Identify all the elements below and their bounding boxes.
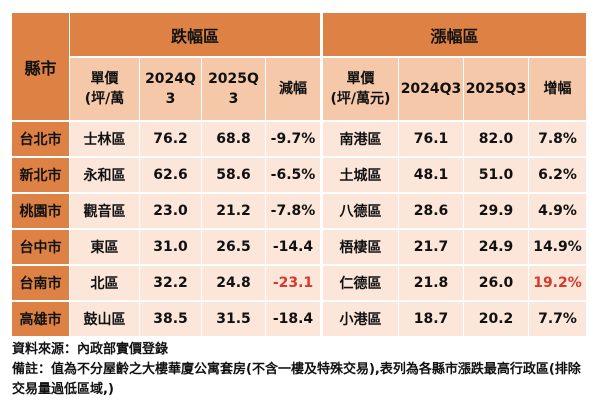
cell-fall-2025: 58.6 (202, 158, 265, 192)
cell-fall-district: 永和區 (70, 158, 139, 192)
cell-rise-district: 梧棲區 (323, 230, 398, 264)
cell-fall-change: -18.4 (266, 302, 320, 336)
cell-city: 新北市 (12, 158, 69, 192)
header-rise-2025: 2025Q3 (464, 58, 528, 120)
price-change-table: 縣市 跌幅區 漲幅區 單價 (坪/萬 2024Q 3 2025Q 3 減幅 單價… (11, 11, 587, 338)
cell-fall-2025: 21.2 (202, 194, 265, 228)
cell-rise-2024: 48.1 (399, 158, 463, 192)
cell-rise-2025: 20.2 (464, 302, 528, 336)
cell-rise-change: 7.7% (529, 302, 586, 336)
cell-fall-2025: 31.5 (202, 302, 265, 336)
header-fall-group: 跌幅區 (70, 13, 320, 56)
cell-rise-2025: 51.0 (464, 158, 528, 192)
table-row: 台北市 士林區 76.2 68.8 -9.7% 南港區 76.1 82.0 7.8% (12, 122, 586, 156)
header-fall-price: 單價 (坪/萬 (70, 58, 139, 120)
notes: 資料來源：內政部實價登錄 備註：值為不分屋齡之大樓華廈公寓套房(不含一樓及特殊交… (12, 340, 592, 400)
cell-fall-district: 北區 (70, 266, 139, 300)
table-row: 桃園市 觀音區 23.0 21.2 -7.8% 八德區 28.6 29.9 4.9% (12, 194, 586, 228)
table-row: 新北市 永和區 62.6 58.6 -6.5% 土城區 48.1 51.0 6.2% (12, 158, 586, 192)
cell-rise-district: 南港區 (323, 122, 398, 156)
header-fall-2024: 2024Q 3 (140, 58, 201, 120)
cell-city: 台南市 (12, 266, 69, 300)
table-row: 台中市 東區 31.0 26.5 -14.4 梧棲區 21.7 24.9 14.9% (12, 230, 586, 264)
cell-rise-change: 7.8% (529, 122, 586, 156)
cell-rise-district: 八德區 (323, 194, 398, 228)
header-fall-change: 減幅 (266, 58, 320, 120)
cell-city: 高雄市 (12, 302, 69, 336)
header-rise-group: 漲幅區 (323, 13, 586, 56)
cell-rise-change: 14.9% (529, 230, 586, 264)
table-row: 台南市 北區 32.2 24.8 -23.1 仁德區 21.8 26.0 19.2% (12, 266, 586, 300)
cell-rise-2025: 26.0 (464, 266, 528, 300)
header-fall-2025: 2025Q 3 (202, 58, 265, 120)
cell-fall-district: 鼓山區 (70, 302, 139, 336)
cell-fall-change: -9.7% (266, 122, 320, 156)
cell-fall-2025: 24.8 (202, 266, 265, 300)
cell-fall-change: -23.1 (266, 266, 320, 300)
header-city: 縣市 (12, 13, 69, 120)
cell-fall-2024: 23.0 (140, 194, 201, 228)
cell-rise-district: 土城區 (323, 158, 398, 192)
cell-fall-2025: 26.5 (202, 230, 265, 264)
header-rise-2024: 2024Q3 (399, 58, 463, 120)
cell-fall-district: 觀音區 (70, 194, 139, 228)
cell-fall-2024: 31.0 (140, 230, 201, 264)
cell-fall-district: 東區 (70, 230, 139, 264)
cell-fall-change: -7.8% (266, 194, 320, 228)
remark-note: 備註：值為不分屋齡之大樓華廈公寓套房(不含一樓及特殊交易),表列為各縣市漲跌最高… (12, 362, 581, 397)
cell-rise-district: 小港區 (323, 302, 398, 336)
source-note: 資料來源：內政部實價登錄 (12, 342, 169, 357)
cell-fall-district: 士林區 (70, 122, 139, 156)
cell-rise-2025: 29.9 (464, 194, 528, 228)
cell-city: 台北市 (12, 122, 69, 156)
cell-rise-2025: 24.9 (464, 230, 528, 264)
cell-fall-2024: 38.5 (140, 302, 201, 336)
cell-city: 桃園市 (12, 194, 69, 228)
cell-fall-2024: 76.2 (140, 122, 201, 156)
cell-rise-change: 19.2% (529, 266, 586, 300)
cell-rise-2024: 18.7 (399, 302, 463, 336)
table-row: 高雄市 鼓山區 38.5 31.5 -18.4 小港區 18.7 20.2 7.7% (12, 302, 586, 336)
cell-rise-2024: 21.7 (399, 230, 463, 264)
cell-rise-2024: 76.1 (399, 122, 463, 156)
cell-fall-change: -14.4 (266, 230, 320, 264)
cell-rise-2024: 28.6 (399, 194, 463, 228)
cell-fall-change: -6.5% (266, 158, 320, 192)
cell-rise-2024: 21.8 (399, 266, 463, 300)
cell-city: 台中市 (12, 230, 69, 264)
cell-rise-change: 4.9% (529, 194, 586, 228)
cell-rise-2025: 82.0 (464, 122, 528, 156)
cell-fall-2024: 62.6 (140, 158, 201, 192)
header-rise-change: 增幅 (529, 58, 586, 120)
cell-rise-district: 仁德區 (323, 266, 398, 300)
cell-fall-2025: 68.8 (202, 122, 265, 156)
cell-rise-change: 6.2% (529, 158, 586, 192)
header-rise-price: 單價 (坪/萬元) (323, 58, 398, 120)
cell-fall-2024: 32.2 (140, 266, 201, 300)
